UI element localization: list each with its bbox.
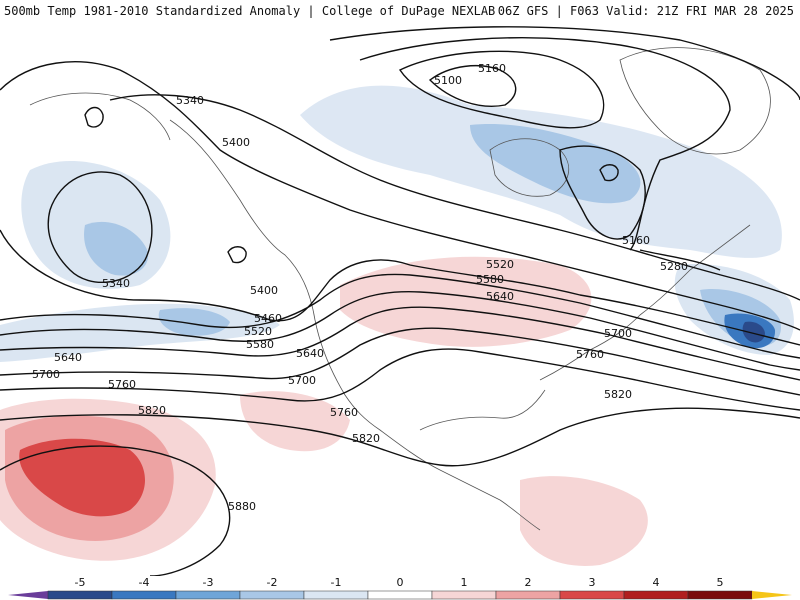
contour-label: 5700 [32, 368, 60, 381]
weather-map: 5160 5100 5340 5400 5160 5280 5340 5400 … [0, 26, 800, 576]
contour-label: 5100 [434, 74, 462, 87]
contour-label: 5760 [576, 348, 604, 361]
contour-label: 5580 [476, 273, 504, 286]
colorbar-tick-label: -2 [267, 576, 278, 589]
colorbar-bin [367, 590, 433, 600]
contour-label: 5400 [222, 136, 250, 149]
colorbar-tick-label: 5 [717, 576, 724, 589]
map-header: 500mb Temp 1981-2010 Standardized Anomal… [0, 0, 800, 22]
colorbar-bin [431, 590, 497, 600]
colorbar-arrow-right [752, 591, 792, 599]
contour-small-ring-1 [84, 106, 104, 128]
cold-anomaly-canada-core [470, 124, 641, 204]
colorbar-tick-label: -1 [331, 576, 342, 589]
contour-label: 5160 [622, 234, 650, 247]
contour-label: 5880 [228, 500, 256, 513]
contour-5700 [0, 327, 800, 396]
coastlines [29, 47, 771, 531]
contour-5340-upper [109, 94, 800, 301]
colorbar-tick-label: 0 [397, 576, 404, 589]
colorbar-tick-label: -4 [139, 576, 150, 589]
contour-label: 5820 [604, 388, 632, 401]
warm-anomaly-west-coast [240, 391, 350, 452]
contour-5880 [0, 445, 231, 576]
contour-5760 [0, 348, 800, 411]
warm-anomaly-caribbean [520, 476, 648, 566]
colorbar-swatches [8, 590, 792, 600]
contour-label: 5580 [246, 338, 274, 351]
cold-anomaly-pacific-core [158, 308, 230, 336]
colorbar-bin [495, 590, 561, 600]
warm-anomaly-central-us [340, 256, 592, 347]
contour-label: 5160 [478, 62, 506, 75]
cold-anomaly-pacific-band [0, 303, 280, 362]
contour-labels: 5160 5100 5340 5400 5160 5280 5340 5400 … [32, 62, 688, 513]
colorbar-bin [239, 590, 305, 600]
contour-label: 5520 [486, 258, 514, 271]
contour-label: 5340 [102, 277, 130, 290]
contour-5580 [0, 290, 800, 371]
coastline-hudson-bay [489, 138, 569, 197]
coastline-greenland [619, 47, 771, 155]
cold-anomaly-gulf-of-alaska-core [84, 221, 149, 276]
colorbar-tick-label: 4 [653, 576, 660, 589]
contour-label: 5820 [352, 432, 380, 445]
anomaly-colorbar: -5 -4 -3 -2 -1 0 1 2 3 4 5 [0, 576, 800, 600]
contour-5520 [0, 273, 800, 359]
contour-label: 5640 [296, 347, 324, 360]
contour-label: 5700 [604, 327, 632, 340]
contour-5400 [0, 61, 800, 331]
warm-anomaly-hawaii-core [19, 438, 145, 517]
colorbar-bin [623, 590, 689, 600]
contour-5820 [0, 407, 800, 467]
colorbar-bin [111, 590, 177, 600]
coastline-alaska [29, 92, 171, 141]
contour-label: 5760 [330, 406, 358, 419]
colorbar-bin [559, 590, 625, 600]
contour-label: 5820 [138, 404, 166, 417]
model-run-info: 06Z GFS | F063 Valid: 21Z FRI MAR 28 202… [497, 4, 794, 18]
contour-label: 5400 [250, 284, 278, 297]
contour-label: 5520 [244, 325, 272, 338]
anomaly-shading [0, 85, 794, 566]
contour-5280 [329, 26, 800, 271]
coastline-north-america-east [539, 224, 751, 381]
colorbar-tick-label: -3 [203, 576, 214, 589]
colorbar-tick-label: 2 [525, 576, 532, 589]
contour-5460 [0, 229, 800, 346]
contour-label: 5280 [660, 260, 688, 273]
map-title: 500mb Temp 1981-2010 Standardized Anomal… [4, 4, 496, 18]
contour-label: 5460 [254, 312, 282, 325]
contour-5220 [359, 37, 731, 251]
colorbar-tick-label: -5 [75, 576, 86, 589]
contour-5160-east [559, 145, 646, 240]
contour-5100 [428, 65, 517, 107]
colorbar-tick-label: 3 [589, 576, 596, 589]
contour-5340-low [47, 171, 153, 284]
contour-label: 5640 [54, 351, 82, 364]
contour-5640 [0, 306, 800, 381]
coastline-gulf [419, 389, 546, 431]
colorbar-bin [47, 590, 113, 600]
contour-small-ring-3 [599, 164, 619, 182]
colorbar-bin [175, 590, 241, 600]
coastline-north-america-west [169, 119, 541, 531]
height-contours [0, 26, 800, 576]
contour-label: 5340 [176, 94, 204, 107]
contour-label: 5640 [486, 290, 514, 303]
contour-label: 5760 [108, 378, 136, 391]
contour-5160-north [398, 50, 605, 129]
colorbar-arrow-left [8, 591, 48, 599]
colorbar-ticks: -5 -4 -3 -2 -1 0 1 2 3 4 5 [75, 576, 724, 589]
cold-anomaly-east-coast-peak [742, 321, 765, 343]
colorbar-bin [303, 590, 369, 600]
contour-small-ring-2 [227, 246, 247, 264]
contour-label: 5700 [288, 374, 316, 387]
colorbar-bin [687, 590, 753, 600]
colorbar-tick-label: 1 [461, 576, 468, 589]
